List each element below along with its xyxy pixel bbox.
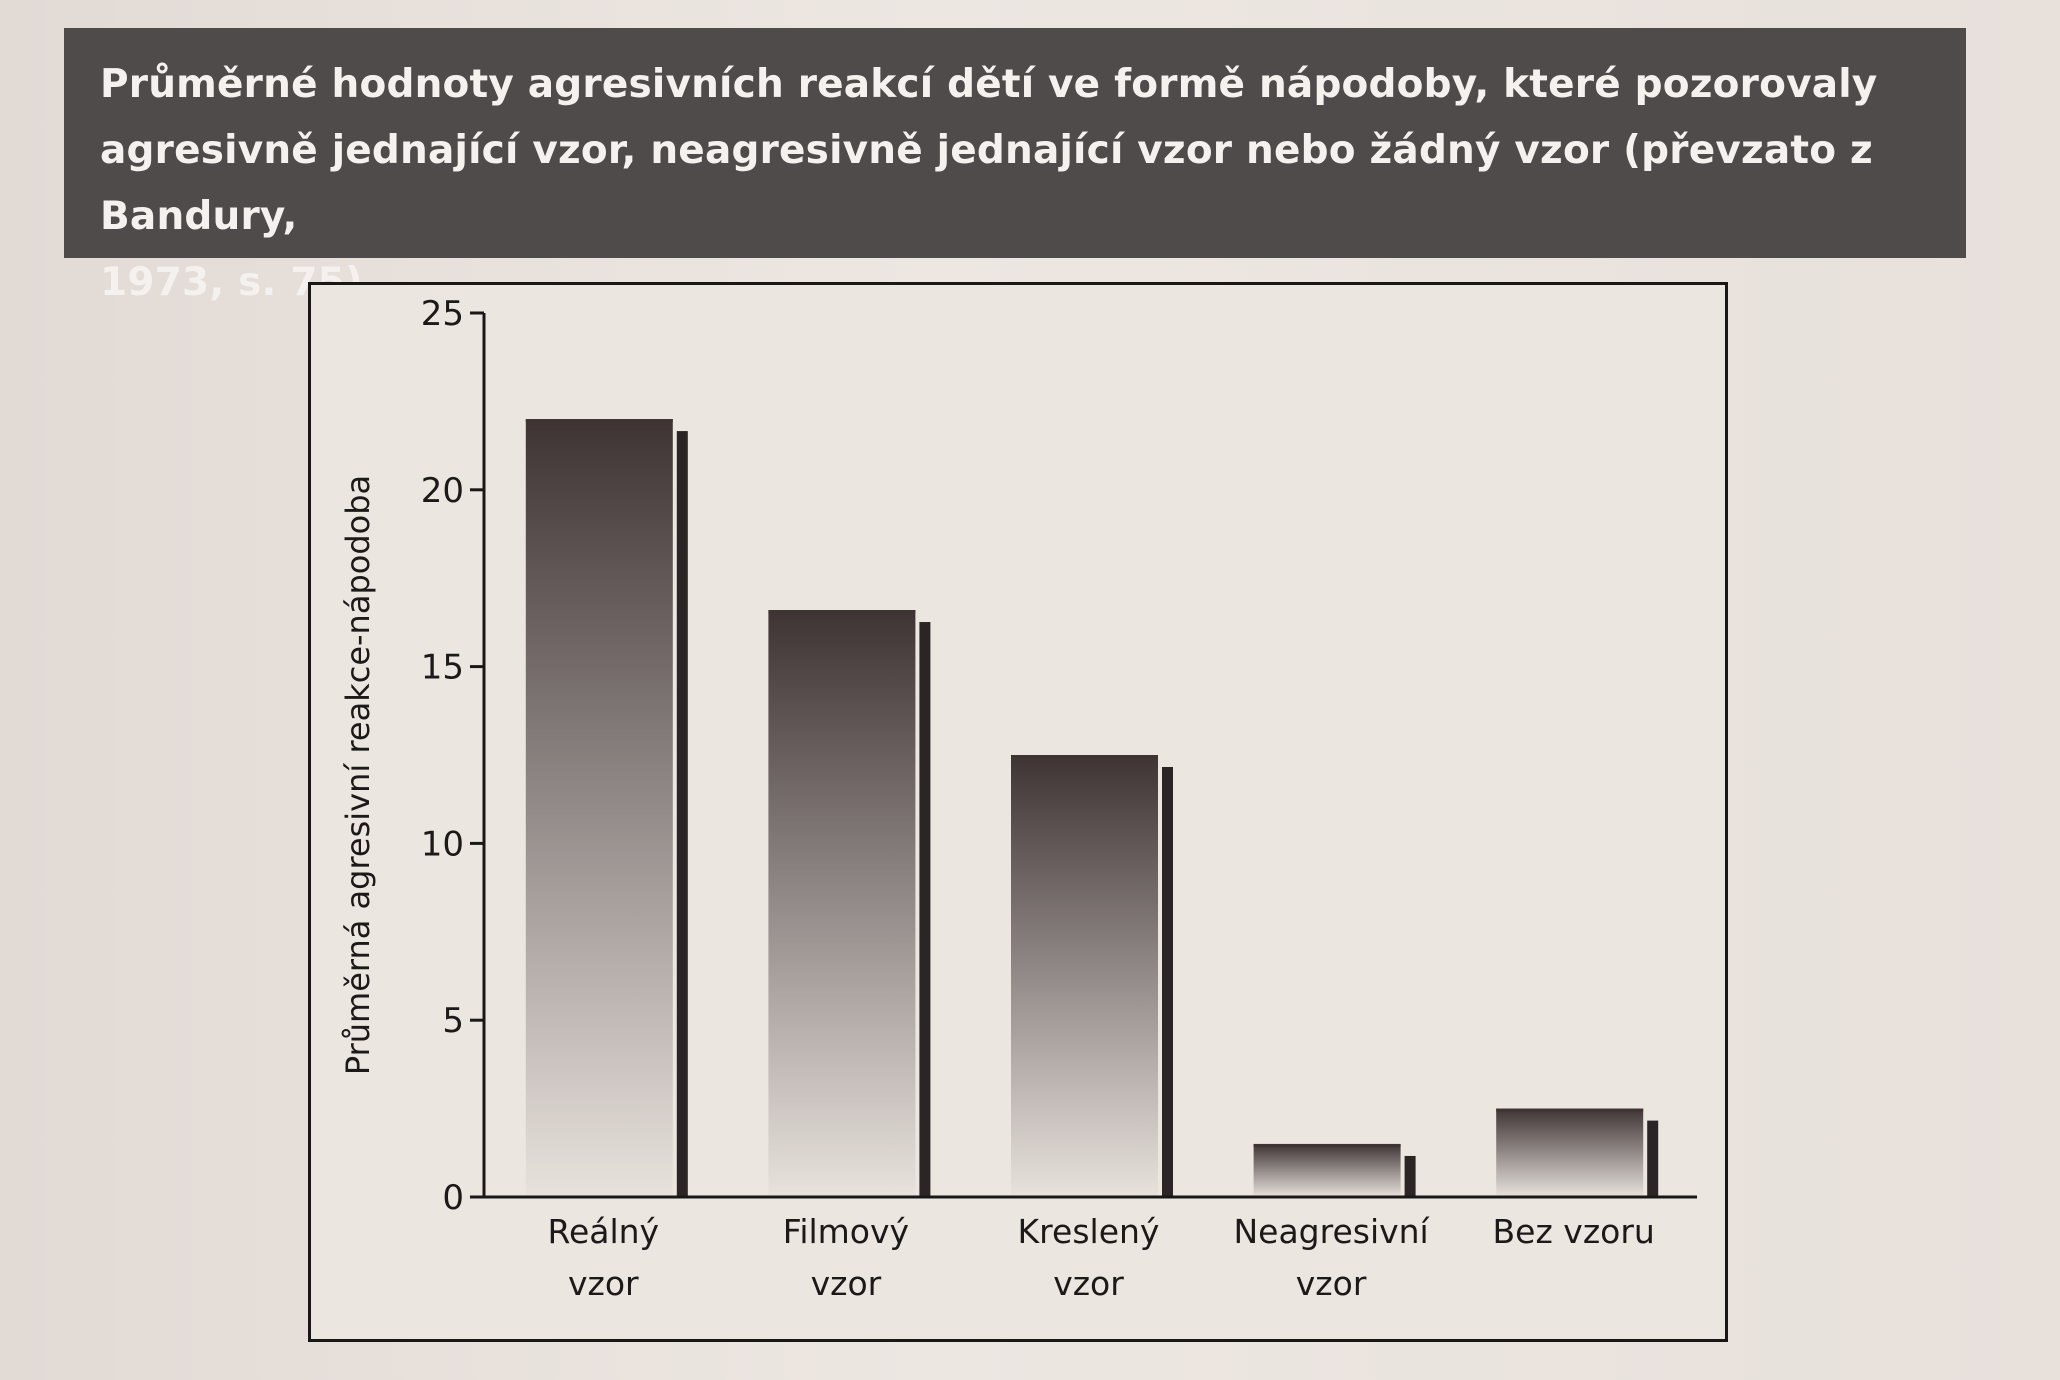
figure-caption-bar: Průměrné hodnoty agresivních reakcí dětí… xyxy=(64,28,1966,305)
category-label: Filmový xyxy=(783,1212,909,1251)
y-tick-label: 10 xyxy=(421,824,464,864)
y-axis-label: Průměrná agresivní reakce-nápodoba xyxy=(339,475,377,1075)
category-label: Neagresivní xyxy=(1233,1212,1430,1251)
bar-chart: Reálný vzor Filmový vzor Kreslený vzor Neagres… xyxy=(339,294,1697,1303)
bar-top-edge xyxy=(1011,755,1158,758)
bar-top-edge xyxy=(768,610,916,614)
category-label: vzor xyxy=(568,1264,639,1303)
bar-shadow xyxy=(676,431,688,1197)
bar xyxy=(1011,755,1158,1197)
category-label: vzor xyxy=(1296,1264,1367,1303)
figure-caption: Průměrné hodnoty agresivních reakcí dětí… xyxy=(100,62,1878,305)
y-tick-label: 20 xyxy=(421,471,464,511)
bar xyxy=(1496,1108,1644,1197)
y-tick-label: 15 xyxy=(421,648,464,688)
bar-shadow xyxy=(1647,1120,1659,1197)
bar xyxy=(1253,1143,1401,1197)
bar xyxy=(768,610,916,1197)
bar xyxy=(525,419,673,1197)
bar-shadow xyxy=(1404,1155,1416,1197)
bar-top-edge xyxy=(1496,1108,1644,1112)
y-tick-label: 25 xyxy=(421,294,464,334)
y-tick-label: 0 xyxy=(442,1178,464,1218)
category-label: vzor xyxy=(811,1264,882,1303)
bar-top-edge xyxy=(1253,1143,1401,1147)
category-label: Reálný xyxy=(548,1212,660,1251)
category-label: Bez vzoru xyxy=(1493,1212,1655,1251)
bar-shadow xyxy=(1162,767,1173,1197)
bar-shadow xyxy=(919,622,931,1197)
category-label: Kreslený xyxy=(1018,1212,1160,1251)
y-tick-label: 5 xyxy=(442,1001,464,1041)
chart-frame: Reálný vzor Filmový vzor Kreslený vzor Neagres… xyxy=(308,282,1728,1342)
category-label: vzor xyxy=(1053,1264,1124,1303)
bar-top-edge xyxy=(525,419,673,423)
